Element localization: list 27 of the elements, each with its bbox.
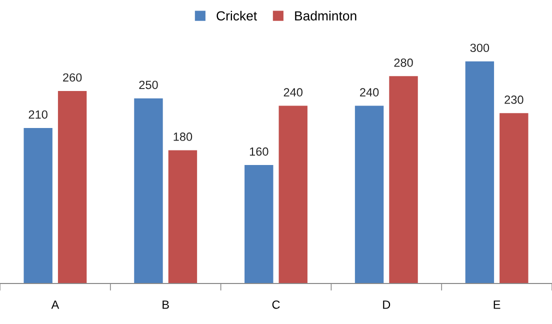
bar <box>244 165 274 284</box>
bar <box>500 113 528 284</box>
bar <box>354 106 384 284</box>
data-label: 160 <box>250 147 268 156</box>
bar <box>58 90 87 284</box>
data-label: 300 <box>470 44 490 52</box>
bar <box>24 128 52 284</box>
legend-label: Cricket <box>216 10 257 21</box>
data-label: 240 <box>284 88 302 96</box>
data-label: 230 <box>504 96 524 104</box>
x-tick-label: E <box>494 300 500 309</box>
data-label: 240 <box>360 88 379 96</box>
data-label: 250 <box>139 80 158 90</box>
bar <box>278 106 308 284</box>
x-tick-label: C <box>272 300 280 309</box>
legend-label: Badminton <box>295 10 356 21</box>
data-label: 260 <box>63 73 82 82</box>
bar <box>389 76 418 284</box>
bar <box>465 61 494 284</box>
bar <box>134 98 163 284</box>
bar <box>168 150 198 284</box>
x-tick-label: A <box>51 300 60 309</box>
data-label: 210 <box>28 110 48 119</box>
x-tick-label: D <box>383 300 390 309</box>
data-label: 280 <box>394 58 413 67</box>
x-tick-label: B <box>162 300 169 309</box>
data-label: 180 <box>174 132 192 141</box>
